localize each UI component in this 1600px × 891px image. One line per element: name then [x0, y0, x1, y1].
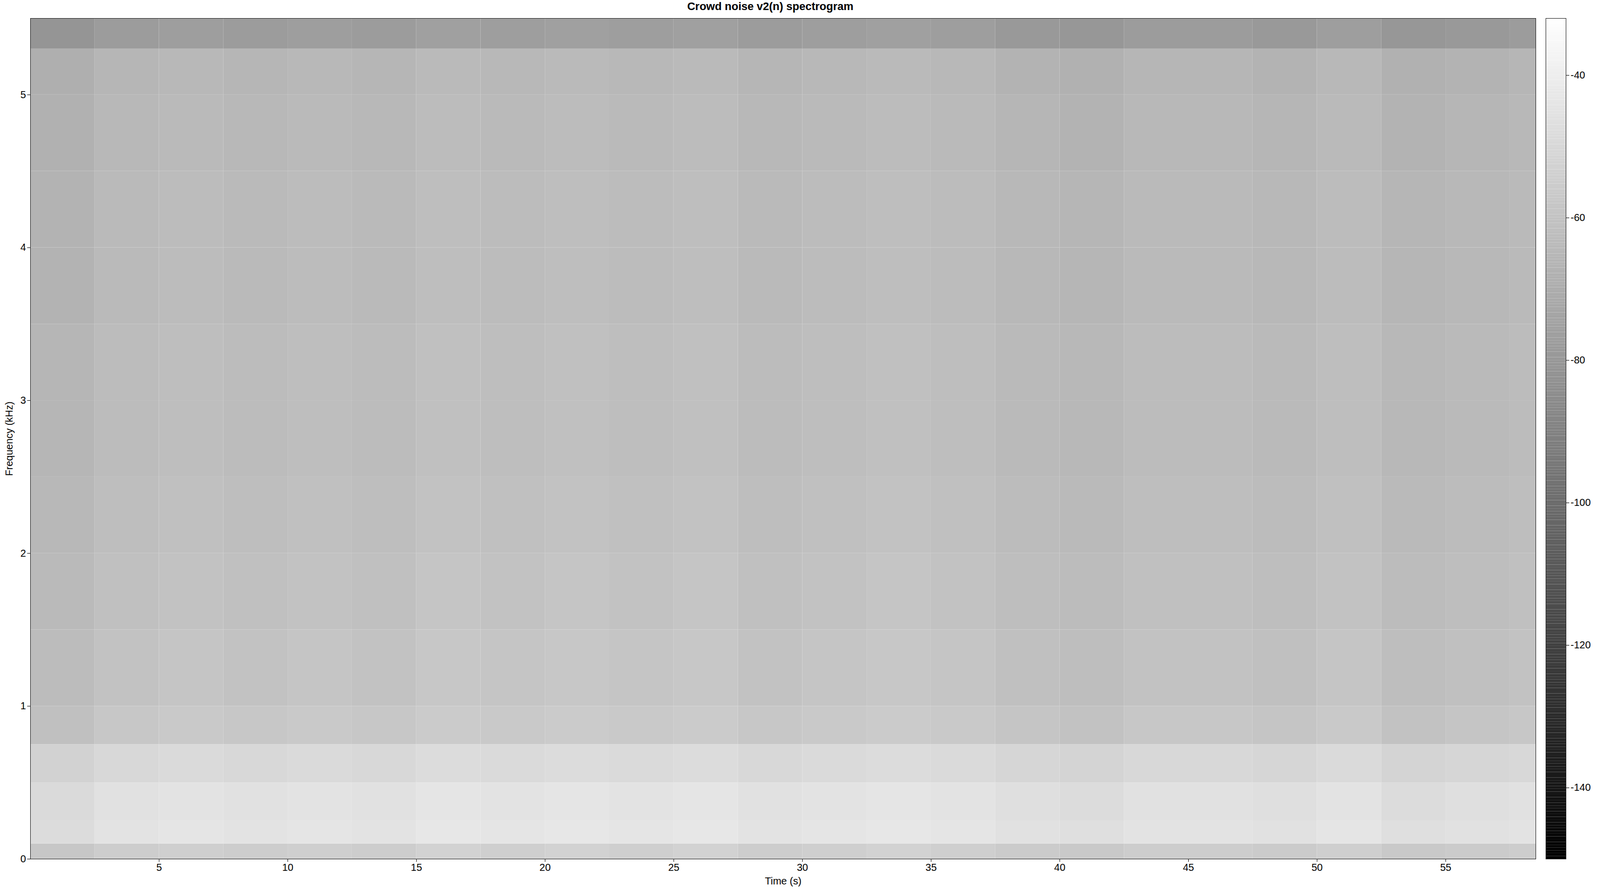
- svg-text:50: 50: [1311, 861, 1323, 874]
- svg-text:0: 0: [20, 853, 26, 865]
- svg-text:15: 15: [410, 861, 422, 874]
- svg-text:1: 1: [20, 700, 26, 712]
- svg-text:5: 5: [20, 89, 26, 101]
- svg-text:4: 4: [20, 241, 26, 253]
- svg-text:5: 5: [156, 861, 162, 874]
- svg-text:Frequency (kHz): Frequency (kHz): [3, 401, 15, 477]
- svg-text:55: 55: [1439, 861, 1451, 874]
- svg-text:30: 30: [796, 861, 809, 874]
- svg-text:2: 2: [20, 547, 26, 559]
- svg-text:45: 45: [1182, 861, 1194, 874]
- svg-text:40: 40: [1054, 861, 1066, 874]
- svg-text:-40: -40: [1570, 69, 1586, 81]
- svg-text:-100: -100: [1570, 496, 1591, 508]
- svg-text:3: 3: [20, 394, 26, 406]
- svg-text:-120: -120: [1570, 639, 1591, 651]
- svg-text:20: 20: [539, 861, 551, 874]
- svg-text:10: 10: [281, 861, 294, 874]
- svg-text:-80: -80: [1570, 354, 1586, 366]
- svg-text:25: 25: [668, 861, 680, 874]
- svg-text:-140: -140: [1570, 781, 1591, 793]
- svg-text:Time (s): Time (s): [764, 875, 802, 887]
- svg-text:-60: -60: [1570, 211, 1586, 224]
- svg-text:35: 35: [925, 861, 937, 874]
- html-text:Crowd noise v2(n) spectrogram: Crowd noise v2(n) spectrogram: [687, 0, 854, 13]
